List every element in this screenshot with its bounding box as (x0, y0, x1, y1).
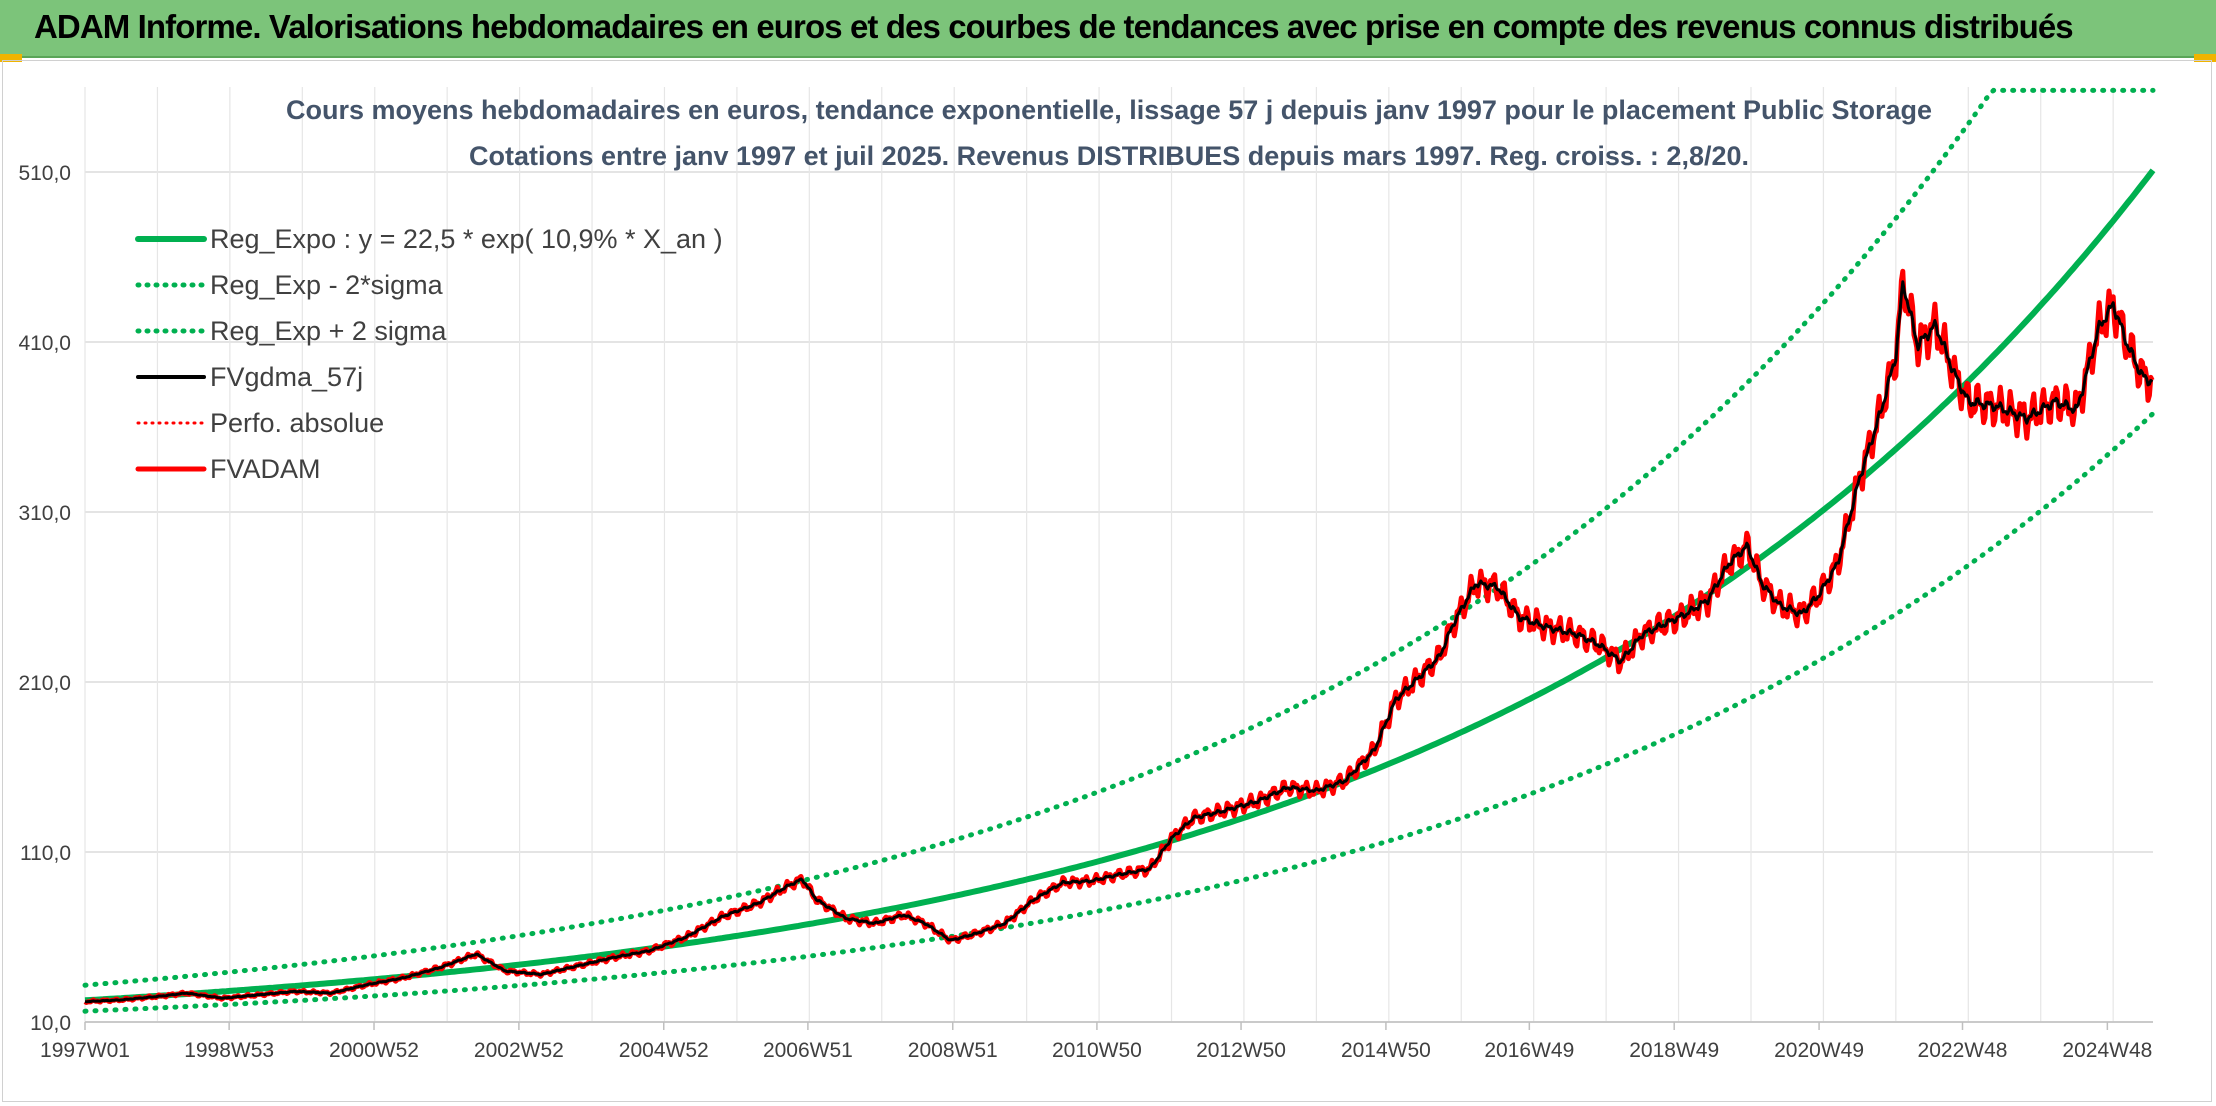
x-tick-label: 2000W52 (329, 1039, 419, 1062)
series-fvgdma-57j (84, 280, 2154, 1004)
legend-label: Reg_Expo : y = 22,5 * exp( 10,9% * X_an … (210, 224, 723, 254)
corner-marker-left (0, 54, 22, 62)
x-tick-label: 1997W01 (40, 1039, 130, 1062)
chart-area: 10,0 110,0 210,0 310,0 410,0 510,0 1997W01 1998… (2, 60, 2212, 1102)
x-tick-label: 1998W53 (184, 1039, 274, 1062)
chart-legend: Reg_Expo : y = 22,5 * exp( 10,9% * X_an … (135, 224, 723, 484)
report-header: ADAM Informe. Valorisations hebdomadaire… (0, 0, 2216, 58)
y-tick-label: 210,0 (18, 672, 71, 695)
x-tick-label: 2018W49 (1629, 1039, 1719, 1062)
x-tick-label: 2020W49 (1774, 1039, 1864, 1062)
report-title: ADAM Informe. Valorisations hebdomadaire… (34, 8, 2074, 45)
legend-label: Reg_Exp - 2*sigma (210, 270, 444, 300)
y-tick-label: 310,0 (18, 502, 71, 525)
series-layer (82, 87, 2156, 1014)
legend-label: FVADAM (210, 454, 321, 484)
x-tick-label: 2006W51 (763, 1039, 853, 1062)
x-tick-label: 2024W48 (2062, 1039, 2152, 1062)
x-tick-label: 2012W50 (1196, 1039, 1286, 1062)
x-tick-label: 2014W50 (1341, 1039, 1431, 1062)
grid-layer (84, 87, 2153, 1023)
legend-label: Reg_Exp + 2 sigma (210, 316, 447, 346)
x-tick-label: 2008W51 (908, 1039, 998, 1062)
y-tick-label: 10,0 (30, 1012, 71, 1035)
y-tick-label: 510,0 (18, 162, 71, 185)
series-fvadam (83, 268, 2155, 1005)
x-tick-label: 2016W49 (1484, 1039, 1574, 1062)
x-tick-label: 2002W52 (474, 1039, 564, 1062)
corner-marker-right (2194, 54, 2216, 62)
y-tick-label: 110,0 (20, 842, 71, 865)
x-tick-label: 2022W48 (1918, 1039, 2008, 1062)
legend-label: FVgdma_57j (210, 362, 363, 392)
axis-layer: 10,0 110,0 210,0 310,0 410,0 510,0 1997W01 1998… (18, 162, 2153, 1062)
legend-label: Perfo. absolue (210, 408, 384, 438)
x-tick-label: 2010W50 (1052, 1039, 1142, 1062)
chart-svg: 10,0 110,0 210,0 310,0 410,0 510,0 1997W01 1998… (18, 87, 2156, 1062)
series-reg-exp-minus-2sigma (82, 411, 2156, 1014)
chart-title: Cours moyens hebdomadaires en euros, ten… (286, 95, 1932, 125)
chart-subtitle: Cotations entre janv 1997 et juil 2025. … (469, 141, 1749, 171)
x-tick-label: 2004W52 (619, 1039, 709, 1062)
y-tick-label: 410,0 (18, 332, 71, 355)
